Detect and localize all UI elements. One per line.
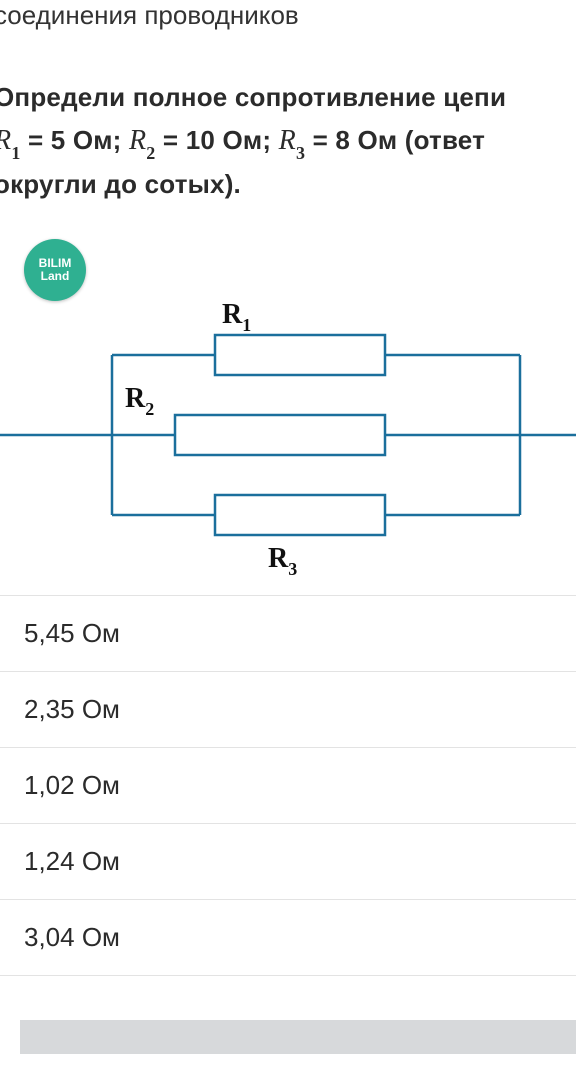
label-r2: R2 — [125, 383, 154, 419]
label-r3: R3 — [268, 543, 297, 579]
var-r3-sub: 3 — [296, 143, 305, 163]
r3-value: = 8 Ом (ответ — [305, 125, 485, 155]
answer-option[interactable]: 5,45 Ом — [0, 595, 576, 671]
question-line3: округли до сотых). — [0, 169, 241, 199]
var-r1: R — [0, 125, 11, 156]
circuit-svg: R1 R2 R3 — [0, 225, 576, 585]
bottom-bar — [20, 1020, 576, 1054]
answer-option[interactable]: 3,04 Ом — [0, 899, 576, 976]
answer-option[interactable]: 1,24 Ом — [0, 823, 576, 899]
var-r2-sub: 2 — [146, 143, 155, 163]
var-r3: R — [279, 125, 296, 156]
label-r1: R1 — [222, 299, 251, 335]
var-r2: R — [129, 125, 146, 156]
answer-option[interactable]: 1,02 Ом — [0, 747, 576, 823]
page-header-fragment: соединения проводников — [0, 0, 576, 37]
question-line1: Определи полное сопротивление цепи — [0, 82, 506, 112]
answer-options: 5,45 Ом 2,35 Ом 1,02 Ом 1,24 Ом 3,04 Ом — [0, 595, 576, 976]
circuit-diagram: BILIM Land R1 R2 R3 — [0, 225, 576, 585]
question-text: Определи полное сопротивление цепи R1 = … — [0, 37, 576, 215]
r2-value: = 10 Ом; — [156, 125, 279, 155]
answer-option[interactable]: 2,35 Ом — [0, 671, 576, 747]
r1-value: = 5 Ом; — [21, 125, 129, 155]
var-r1-sub: 1 — [11, 143, 20, 163]
